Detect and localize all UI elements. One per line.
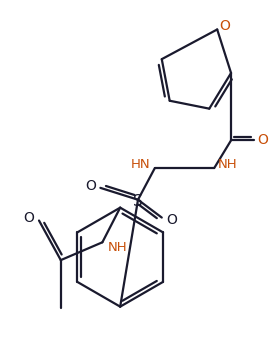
Text: O: O bbox=[24, 211, 34, 225]
Text: HN: HN bbox=[131, 158, 151, 171]
Text: O: O bbox=[257, 133, 268, 147]
Text: S: S bbox=[133, 194, 143, 209]
Text: O: O bbox=[220, 18, 230, 33]
Text: O: O bbox=[85, 179, 96, 193]
Text: NH: NH bbox=[107, 241, 127, 254]
Text: NH: NH bbox=[218, 158, 238, 171]
Text: O: O bbox=[166, 212, 177, 227]
